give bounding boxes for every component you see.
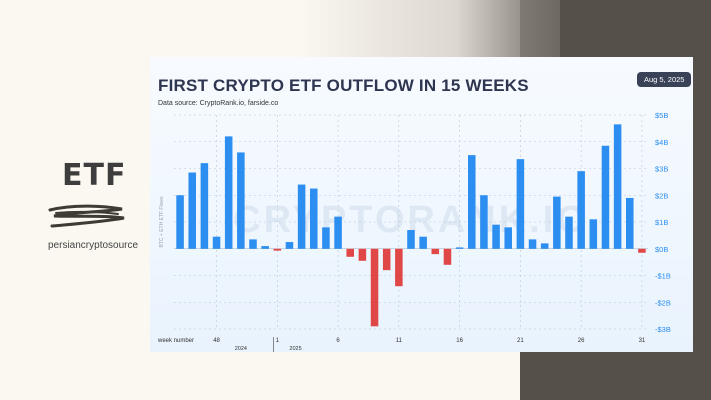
x-tick-label: 6	[336, 338, 340, 344]
bar	[504, 227, 512, 249]
bar	[310, 188, 318, 249]
y-tick-label: $0B	[655, 245, 668, 254]
x-tick-label: 11	[396, 338, 403, 344]
bar	[224, 136, 233, 249]
bar	[638, 248, 646, 253]
y-tick-label: -$3B	[655, 325, 671, 334]
bar	[346, 248, 354, 257]
chart-source: Data source: CryptoRank.io, farside.co	[158, 100, 279, 107]
bar	[237, 152, 245, 249]
chart-card: CRYPTORANK.IO $5B $4B $3B $2B $1B $0B -$1B -$2B -…	[150, 57, 693, 352]
bar	[613, 124, 622, 249]
bar	[188, 172, 196, 249]
bar	[297, 184, 306, 249]
bar	[407, 230, 415, 249]
bar	[419, 236, 427, 249]
bar	[200, 163, 209, 249]
x-tick-label: 21	[517, 338, 524, 344]
brand-handle: persiancryptosource	[48, 240, 139, 251]
bar	[626, 197, 634, 249]
y-axis-label: BTC + ETH ETF Flows	[159, 196, 165, 247]
y-tick-label: -$2B	[655, 298, 671, 307]
x-tick-label: 16	[456, 338, 463, 344]
bar	[273, 248, 282, 251]
bar-chart: CRYPTORANK.IO$5B$4B$3B$2B$1B$0B-$1B-$2B-…	[157, 111, 671, 352]
bar	[492, 224, 500, 249]
bar	[468, 155, 476, 249]
bar	[565, 216, 573, 249]
bar	[382, 248, 391, 271]
y-tick-label: -$1B	[655, 272, 671, 281]
y-tick-label: $2B	[655, 191, 668, 200]
bar	[322, 227, 330, 249]
bar	[540, 243, 549, 249]
chart-title: FIRST CRYPTO ETF OUTFLOW IN 15 WEEKS	[158, 76, 529, 95]
bar	[261, 246, 269, 249]
bar	[601, 145, 610, 249]
bar	[577, 171, 585, 249]
bar	[431, 248, 440, 255]
bar	[249, 239, 257, 249]
bar	[553, 196, 561, 249]
bar	[358, 248, 367, 261]
x-axis-label: week number	[157, 338, 194, 344]
scribble-logo-icon	[48, 204, 125, 228]
bar	[516, 159, 525, 249]
y-tick-label: $1B	[655, 218, 668, 227]
bar	[589, 219, 598, 249]
bar	[528, 239, 537, 249]
x-tick-label: 48	[213, 338, 220, 344]
bar	[334, 216, 342, 249]
bar	[370, 248, 379, 327]
bar	[480, 195, 488, 249]
y-tick-label: $5B	[655, 111, 668, 120]
background-fade	[300, 0, 560, 60]
year-label: 2025	[289, 346, 301, 352]
bar	[395, 248, 403, 287]
brand-title: ETF	[62, 158, 127, 193]
y-tick-label: $4B	[655, 138, 668, 147]
bar	[176, 195, 184, 249]
x-tick-label: 1	[276, 338, 280, 344]
x-tick-label: 26	[578, 338, 585, 344]
y-tick-label: $3B	[655, 165, 668, 174]
bar	[455, 247, 464, 249]
date-badge: Aug 5, 2025	[637, 72, 692, 87]
bar	[285, 242, 294, 249]
bar	[212, 236, 221, 249]
x-tick-label: 31	[639, 338, 646, 344]
year-label: 2024	[235, 346, 247, 352]
bar	[443, 248, 452, 265]
